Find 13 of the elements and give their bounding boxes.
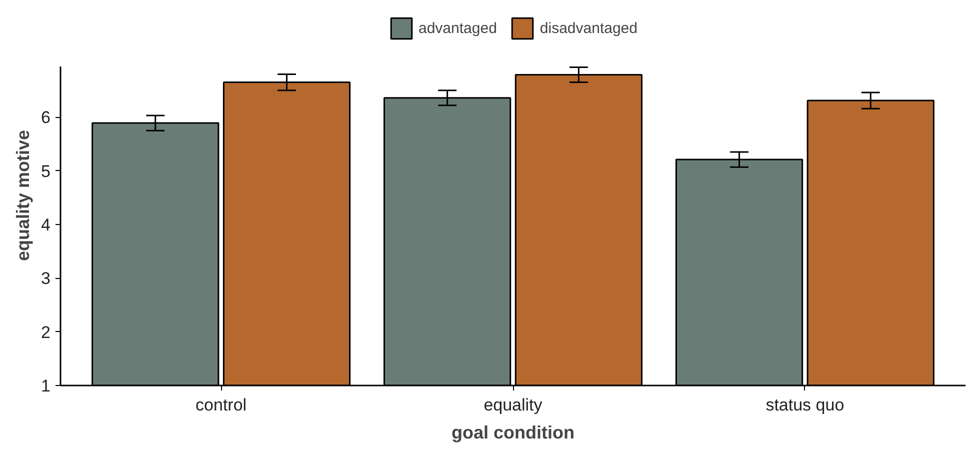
- x-tick-label: control: [196, 396, 247, 414]
- y-tick-label: 4: [41, 215, 51, 234]
- y-tick-label: 2: [41, 322, 51, 342]
- legend-label: advantaged: [418, 20, 497, 36]
- y-tick-label: 5: [41, 162, 51, 181]
- x-axis-title: goal condition: [452, 422, 575, 442]
- x-tick-label: status quo: [766, 396, 844, 414]
- legend-label: disadvantaged: [540, 20, 638, 36]
- x-tick-label: equality: [484, 396, 543, 414]
- y-axis-title: equality motive: [13, 130, 34, 262]
- y-tick-label: 6: [41, 108, 51, 128]
- y-tick-label: 1: [41, 376, 51, 396]
- y-tick-label: 3: [41, 269, 51, 288]
